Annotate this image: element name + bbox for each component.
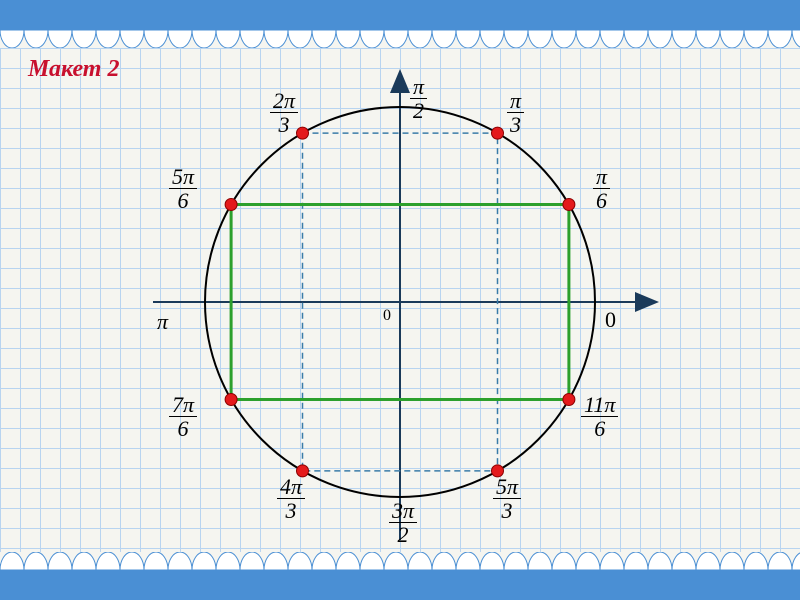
label-origin: 0	[383, 307, 391, 325]
label-pi3: π3	[507, 89, 524, 137]
label-11pi6: 11π6	[581, 393, 618, 441]
label-7pi6: 7π6	[169, 393, 197, 441]
unit-circle-diagram: π2 π3 2π3 π6 5π6 7π6 11π6 4π3 5π3 3π2 π …	[135, 65, 665, 565]
point-pi3	[492, 127, 504, 139]
label-5pi6: 5π6	[169, 165, 197, 213]
point-7pi6	[225, 394, 237, 406]
diagram-svg	[135, 65, 665, 565]
point-pi6	[563, 199, 575, 211]
top-band	[0, 0, 800, 30]
point-2pi3	[297, 127, 309, 139]
label-pi: π	[157, 309, 168, 335]
label-zero-axis: 0	[605, 307, 616, 333]
slide: Макет 2 π2 π3 2π3 π6 5π6 7π6 11π6 4π3 5π…	[0, 0, 800, 600]
label-5pi3: 5π3	[493, 475, 521, 523]
label-pi6: π6	[593, 165, 610, 213]
label-3pi2: 3π2	[389, 499, 417, 547]
label-pi2: π2	[410, 75, 427, 123]
label-4pi3: 4π3	[277, 475, 305, 523]
page-title: Макет 2	[28, 56, 119, 83]
point-11pi6	[563, 394, 575, 406]
point-5pi6	[225, 199, 237, 211]
label-2pi3: 2π3	[270, 89, 298, 137]
scallop-top	[0, 30, 800, 48]
bottom-band	[0, 570, 800, 600]
